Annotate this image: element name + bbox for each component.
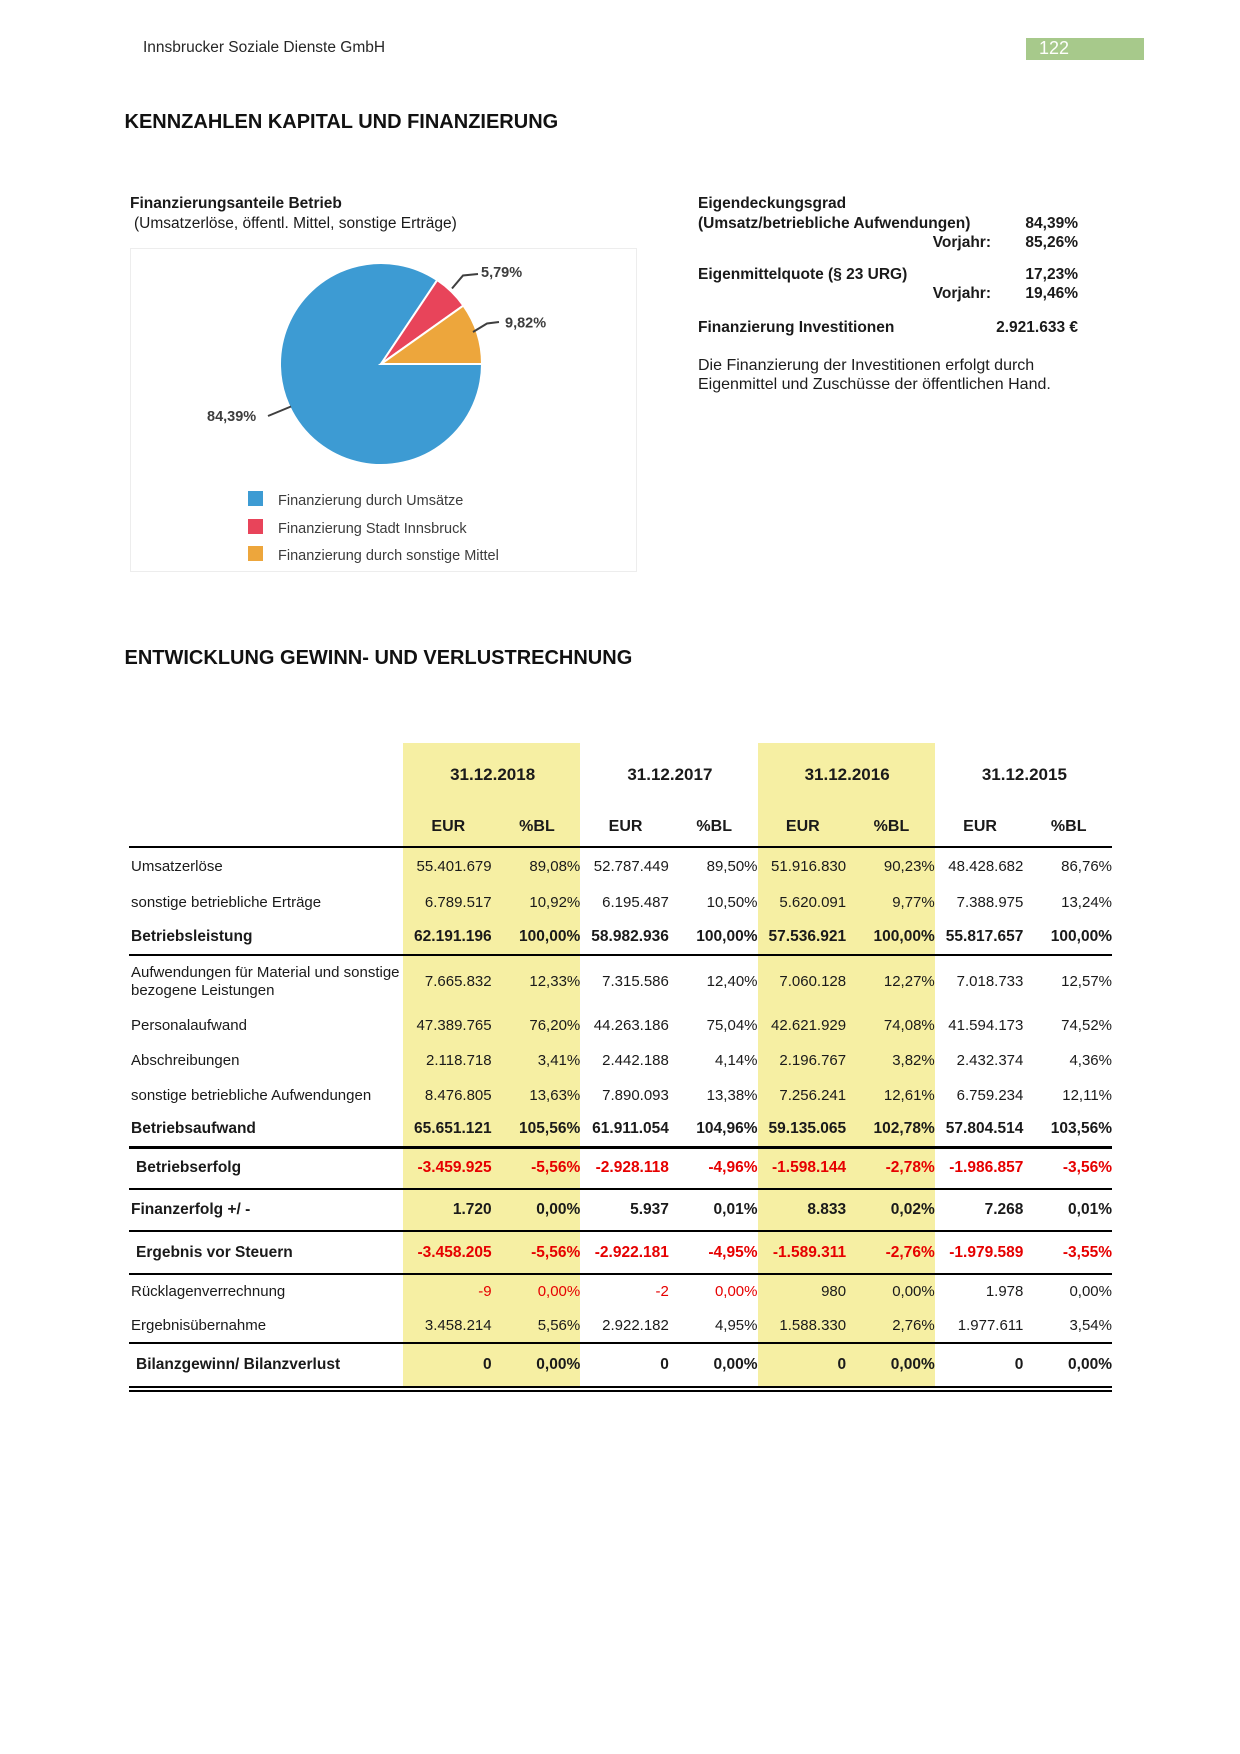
svg-text:Finanzierung durch Umsätze: Finanzierung durch Umsätze [278, 493, 463, 509]
svg-text:5,79%: 5,79% [481, 265, 522, 281]
svg-text:9,82%: 9,82% [505, 316, 546, 332]
svg-text:Finanzierung Stadt Innsbruck: Finanzierung Stadt Innsbruck [278, 521, 467, 537]
svg-text:84,39%: 84,39% [207, 409, 256, 425]
svg-text:Finanzierung durch sonstige Mi: Finanzierung durch sonstige Mittel [278, 548, 499, 564]
